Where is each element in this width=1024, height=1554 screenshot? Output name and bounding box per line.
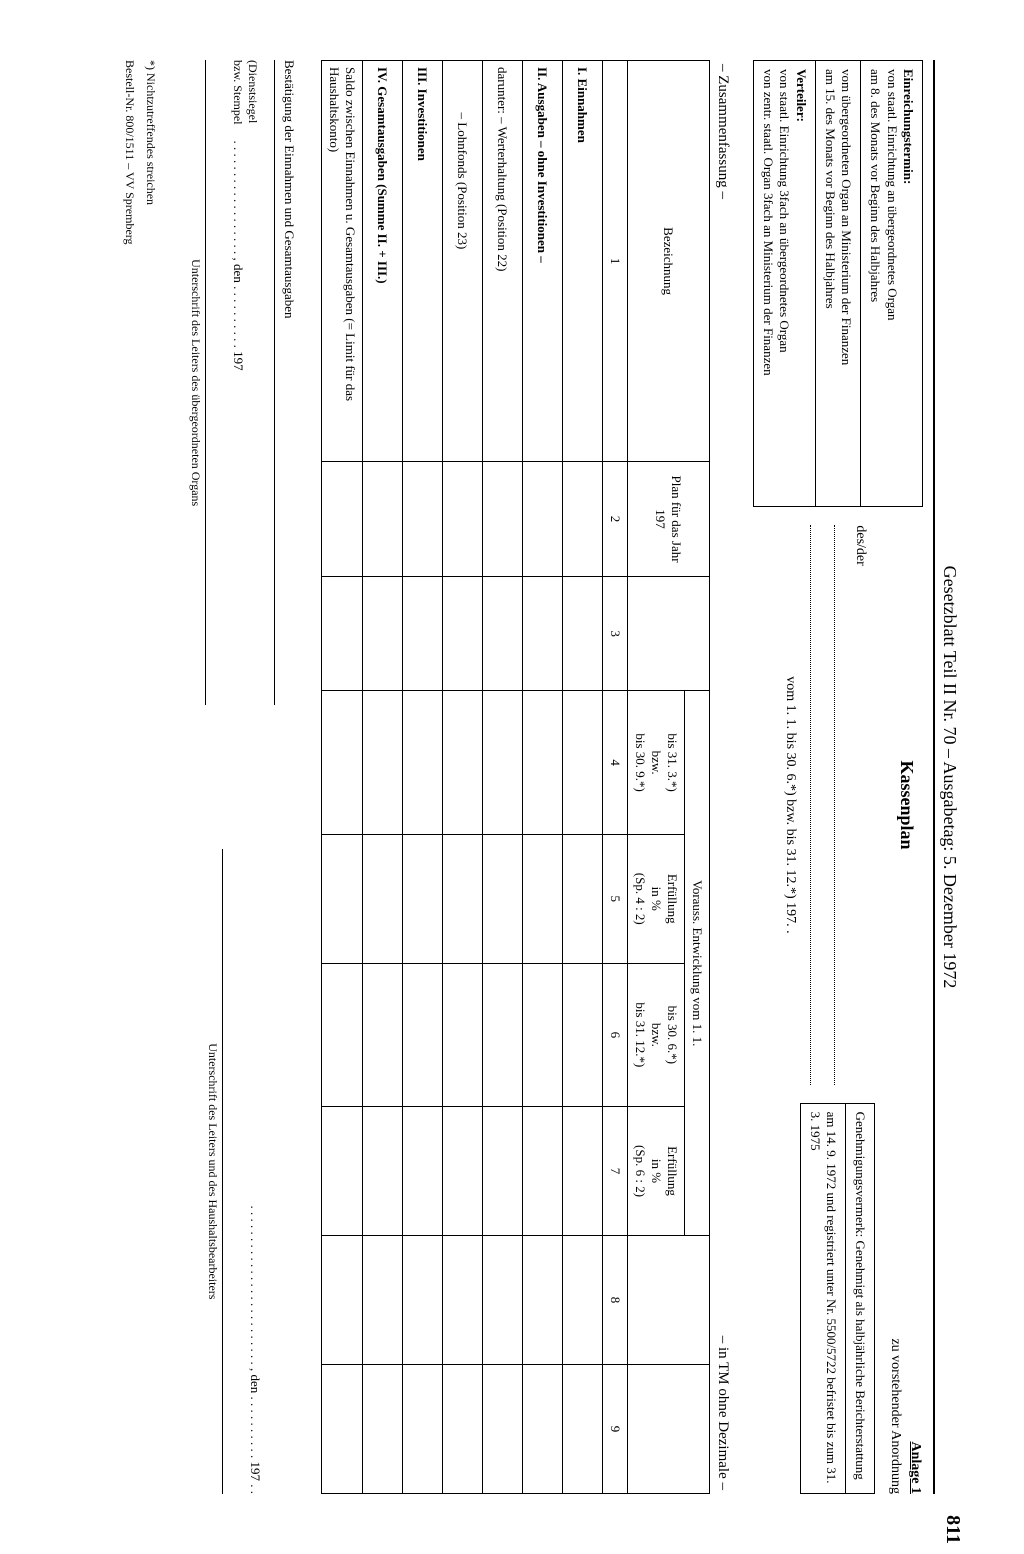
seal-label: (Dienstsiegel bzw. Stempel bbox=[230, 60, 260, 125]
summary-table: Bezeichnung Plan für das Jahr 197 Voraus… bbox=[321, 60, 710, 1494]
col-blank-9 bbox=[628, 1364, 710, 1493]
confirm-title: Bestätigung der Einnahmen und Gesamtausg… bbox=[281, 60, 297, 705]
title-block: Kassenplan des/der vom 1. 1. bis 30. 6.*… bbox=[753, 525, 923, 1084]
name-line-2 bbox=[810, 525, 822, 1084]
desder-label: des/der bbox=[852, 525, 868, 1084]
deadline-line: am 15. des Monats vor Beginn des Halbjah… bbox=[822, 69, 838, 498]
col-vorauss: Vorauss. Entwicklung vom 1. 1. bbox=[685, 691, 710, 1236]
dist-title: Verteiler: bbox=[793, 69, 809, 498]
deadline-title: Einreichungstermin: bbox=[900, 69, 916, 498]
running-head: Gesetzblatt Teil II Nr. 70 – Ausgabetag:… bbox=[939, 60, 960, 1494]
colnum: 4 bbox=[603, 691, 628, 834]
colnum: 2 bbox=[603, 462, 628, 577]
deadline-line: von staatl. Einrichtung an übergeordnete… bbox=[884, 69, 900, 498]
col-5: Erfüllung in % (Sp. 4 : 2) bbox=[628, 834, 685, 963]
col-6: bis 30. 6.*) bzw. bis 31. 12.*) bbox=[628, 963, 685, 1106]
attachment-sub: zu vorstehender Anordnung bbox=[887, 1103, 903, 1494]
approval-box: Genehmigungsvermerk: Genehmigt als halbj… bbox=[800, 1103, 875, 1494]
row-label: darunter: – Werterhaltung (Position 22) bbox=[483, 61, 523, 462]
approval-title: Genehmigungsvermerk: bbox=[853, 1112, 868, 1238]
row-label: IV. Gesamtausgaben (Summe II. + III.) bbox=[363, 61, 403, 462]
distribution-box: Verteiler: von staatl. Einrichtung 3fach… bbox=[753, 60, 815, 507]
submission-box-group: Einreichungstermin: von staatl. Einricht… bbox=[753, 60, 923, 507]
row-label: – Lohnfonds (Position 23) bbox=[443, 61, 483, 462]
page-number: 811 bbox=[941, 1515, 964, 1544]
dist-line: von staatl. Einrichtung 3fach an übergeo… bbox=[776, 69, 792, 498]
row-label: Saldo zwischen Einnahmen u. Gesamtausgab… bbox=[322, 61, 363, 462]
colnum: 9 bbox=[603, 1364, 628, 1493]
colnum: 5 bbox=[603, 834, 628, 963]
name-line-1 bbox=[834, 525, 846, 1084]
approval-reg: am 14. 9. 1972 und registriert unter Nr.… bbox=[801, 1104, 845, 1493]
deadline-box: Einreichungstermin: von staatl. Einricht… bbox=[860, 60, 923, 507]
right-date-line: . . . . . . . . . . . . . . . . . . . . … bbox=[247, 849, 263, 1494]
deadline-line: vom übergeordneten Organ an Ministerium … bbox=[838, 69, 854, 498]
col-blank-8 bbox=[628, 1236, 710, 1365]
colnum: 1 bbox=[603, 61, 628, 462]
period-line: vom 1. 1. bis 30. 6.*) bzw. bis 31. 12.*… bbox=[782, 525, 798, 1084]
summary-label: – Zusammenfassung – bbox=[714, 64, 731, 199]
col-4: bis 31. 3.*) bzw. bis 30. 9.*) bbox=[628, 691, 685, 834]
colnum: 8 bbox=[603, 1236, 628, 1365]
left-signature-caption: Unterschrift des Leiters des übergeordne… bbox=[188, 60, 206, 705]
row-label: II. Ausgaben – ohne Investitionen – bbox=[523, 61, 563, 462]
col-plan: Plan für das Jahr 197 bbox=[628, 462, 710, 577]
row-label: III. Investitionen bbox=[403, 61, 443, 462]
deadline-box-2: vom übergeordneten Organ an Ministerium … bbox=[815, 60, 861, 507]
left-date-line: . . . . . . . . . . . . . . . . . . , de… bbox=[230, 141, 246, 706]
colnum: 6 bbox=[603, 963, 628, 1106]
footer-right: . . . . . . . . . . . . . . . . . . . . … bbox=[188, 849, 297, 1494]
row-label: I. Einnahmen bbox=[563, 61, 603, 462]
footnote: *) Nichtzutreffendes streichen bbox=[143, 60, 158, 1494]
order-number: Bestell-Nr. 800/1511 – VV Spremberg bbox=[122, 60, 137, 1494]
approval-text: Genehmigt als halbjährliche Berichtersta… bbox=[853, 1240, 868, 1479]
unit-label: – in TM ohne Dezimale – bbox=[714, 1336, 731, 1490]
footer-left: Bestätigung der Einnahmen und Gesamtausg… bbox=[188, 60, 297, 705]
col-blank-3 bbox=[628, 576, 710, 691]
right-signature-caption: Unterschrift des Leiters und des Haushal… bbox=[205, 849, 223, 1494]
colnum: 7 bbox=[603, 1107, 628, 1236]
colnum: 3 bbox=[603, 576, 628, 691]
dist-line: von zentr. staatl. Organ 3fach an Minist… bbox=[760, 69, 776, 498]
deadline-line: am 8. des Monats vor Beginn des Halbjahr… bbox=[867, 69, 883, 498]
footer: Bestätigung der Einnahmen und Gesamtausg… bbox=[188, 60, 297, 1494]
form-title: Kassenplan bbox=[896, 525, 917, 1084]
col-7: Erfüllung in % (Sp. 6 : 2) bbox=[628, 1107, 685, 1236]
attachment-block: Anlage 1 zu vorstehender Anordnung Geneh… bbox=[753, 1103, 923, 1494]
col-bezeichnung: Bezeichnung bbox=[628, 61, 710, 462]
attachment-label: Anlage 1 bbox=[908, 1442, 923, 1495]
